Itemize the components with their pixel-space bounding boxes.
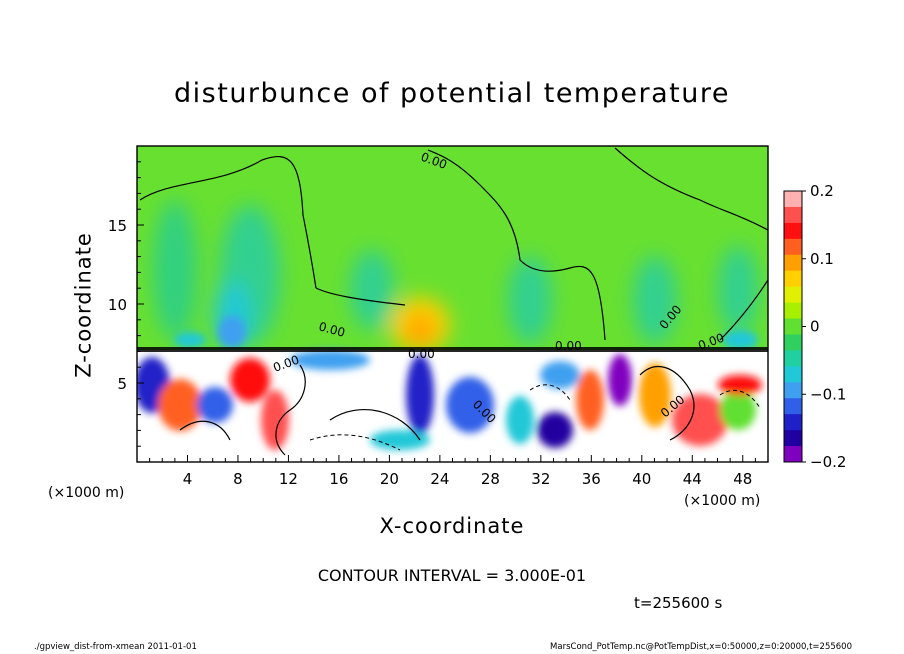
- contour-label-2: 0.00: [317, 319, 346, 339]
- chart-title: disturbunce of potential temperature: [174, 78, 730, 109]
- colorbar-swatch: [784, 414, 802, 431]
- x-tick-label: 24: [430, 470, 449, 488]
- x-tick-label: 36: [582, 470, 601, 488]
- colorbar-swatch: [784, 254, 802, 272]
- colorbar-swatch: [784, 270, 802, 288]
- x-tick-label: 48: [733, 470, 752, 488]
- contour-label-3: 0.00: [555, 339, 582, 353]
- colorbar-swatch: [784, 398, 802, 415]
- x-tick-label: 20: [380, 470, 399, 488]
- footer-left: ./gpview_dist-from-xmean 2011-01-01: [34, 642, 197, 652]
- x-tick-label: 28: [481, 470, 500, 488]
- colorbar-swatch: [784, 302, 802, 320]
- colorbar-tick-label: −0.1: [810, 385, 846, 403]
- colorbar-tick-label: 0.1: [810, 250, 834, 268]
- colorbar-tick-label: 0.2: [810, 182, 834, 200]
- colorbar-swatch: [784, 318, 802, 335]
- contour-label-9: 0.00: [408, 347, 435, 361]
- x-tick-label: 16: [329, 470, 348, 488]
- colorbar-swatch: [784, 382, 802, 399]
- x-tick-label: 4: [183, 470, 193, 488]
- colorbar: 0.2 0.1 0 −0.1 −0.2: [783, 182, 846, 471]
- colorbar-swatch: [784, 430, 802, 447]
- y-tick-label: 15: [108, 217, 127, 235]
- potential-temperature-field: 0.00 0.00 0.00 0.00 0.00 0.00 0.00 0.00 …: [137, 146, 768, 462]
- x-tick-label: 40: [632, 470, 651, 488]
- x-tick-label: 32: [531, 470, 550, 488]
- footer-right: MarsCond_PotTemp.nc@PotTempDist,x=0:5000…: [550, 642, 852, 652]
- colorbar-swatch: [784, 334, 802, 351]
- x-axis-label: X-coordinate: [379, 514, 525, 538]
- time-note: t=255600 s: [634, 594, 723, 612]
- colorbar-swatch: [784, 191, 802, 208]
- colorbar-swatch: [784, 366, 802, 383]
- x-tick-label: 44: [683, 470, 702, 488]
- colorbar-swatch: [784, 446, 802, 463]
- x-tick-label: 8: [233, 470, 243, 488]
- colorbar-tick-label: 0: [810, 318, 820, 336]
- y-tick-label: 5: [117, 375, 127, 393]
- colorbar-swatch: [784, 286, 802, 304]
- colorbar-swatch: [784, 206, 802, 224]
- x-tick-label: 12: [279, 470, 298, 488]
- colorbar-swatch: [784, 350, 802, 367]
- contour-interval-note: CONTOUR INTERVAL = 3.000E-01: [317, 566, 587, 585]
- y-axis: 5 10 15: [108, 161, 144, 447]
- colorbar-tick-label: −0.2: [810, 453, 846, 471]
- colorbar-swatch: [784, 238, 802, 256]
- x-axis-unit-left: (×1000 m): [48, 485, 125, 501]
- x-axis-unit-right: (×1000 m): [684, 493, 761, 509]
- colorbar-swatch: [784, 222, 802, 240]
- x-axis: 4 8 12 16 20 24 28 32 36 40 44 48: [149, 455, 756, 488]
- y-tick-label: 10: [108, 296, 127, 314]
